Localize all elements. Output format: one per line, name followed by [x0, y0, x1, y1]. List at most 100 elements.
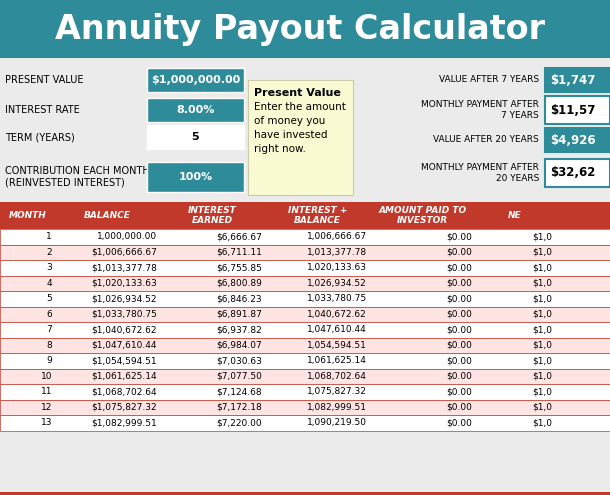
Text: $1,068,702.64: $1,068,702.64	[92, 387, 157, 396]
Text: $6,666.67: $6,666.67	[216, 232, 262, 241]
Text: $1,0: $1,0	[532, 325, 552, 334]
Text: MONTHLY PAYMENT AFTER
7 YEARS: MONTHLY PAYMENT AFTER 7 YEARS	[421, 100, 539, 120]
Text: INTEREST
EARNED: INTEREST EARNED	[188, 206, 237, 225]
Text: $1,026,934.52: $1,026,934.52	[92, 294, 157, 303]
Text: MONTHLY PAYMENT AFTER
20 YEARS: MONTHLY PAYMENT AFTER 20 YEARS	[421, 163, 539, 183]
Text: PRESENT VALUE: PRESENT VALUE	[5, 75, 84, 85]
Text: $1,0: $1,0	[532, 418, 552, 427]
Text: TERM (YEARS): TERM (YEARS)	[5, 132, 75, 142]
Bar	[0, 276, 610, 291]
Text: 1,054,594.51: 1,054,594.51	[307, 341, 367, 350]
Text: $0.00: $0.00	[446, 418, 472, 427]
Bar	[147, 98, 244, 122]
Text: 1,040,672.62: 1,040,672.62	[307, 310, 367, 319]
Text: $6,711.11: $6,711.11	[216, 248, 262, 257]
Text: $6,984.07: $6,984.07	[217, 341, 262, 350]
Text: BALANCE: BALANCE	[84, 211, 131, 220]
Text: 8.00%: 8.00%	[176, 105, 215, 115]
Text: $1,0: $1,0	[532, 372, 552, 381]
Text: INTEREST +
BALANCE: INTEREST + BALANCE	[288, 206, 347, 225]
Text: $1,0: $1,0	[532, 341, 552, 350]
Text: $1,0: $1,0	[532, 263, 552, 272]
Text: $1,047,610.44: $1,047,610.44	[92, 341, 157, 350]
Text: 1,090,219.50: 1,090,219.50	[307, 418, 367, 427]
Text: $1,0: $1,0	[532, 356, 552, 365]
Bar	[147, 68, 244, 92]
Text: VALUE AFTER 7 YEARS: VALUE AFTER 7 YEARS	[439, 76, 539, 85]
Text: $1,013,377.78: $1,013,377.78	[91, 263, 157, 272]
Bar	[545, 128, 610, 152]
Bar	[0, 368, 610, 384]
Text: 1,082,999.51: 1,082,999.51	[307, 403, 367, 412]
Text: 1,033,780.75: 1,033,780.75	[307, 294, 367, 303]
Text: $1,0: $1,0	[532, 403, 552, 412]
Text: $1,020,133.63: $1,020,133.63	[92, 279, 157, 288]
Text: CONTRIBUTION EACH MONTH
(REINVESTED INTEREST): CONTRIBUTION EACH MONTH (REINVESTED INTE…	[5, 166, 149, 188]
Bar	[0, 0, 610, 58]
Text: 12: 12	[41, 403, 52, 412]
Text: $6,891.87: $6,891.87	[216, 310, 262, 319]
Text: $1,747: $1,747	[550, 73, 595, 87]
Text: 5: 5	[192, 132, 199, 142]
Bar	[545, 159, 610, 187]
Bar	[0, 338, 610, 353]
Text: $0.00: $0.00	[446, 279, 472, 288]
Text: $0.00: $0.00	[446, 387, 472, 396]
Text: 7: 7	[46, 325, 52, 334]
Bar	[0, 245, 610, 260]
Text: 1,047,610.44: 1,047,610.44	[307, 325, 367, 334]
Text: INTEREST RATE: INTEREST RATE	[5, 105, 80, 115]
Text: $7,172.18: $7,172.18	[217, 403, 262, 412]
Text: VALUE AFTER 20 YEARS: VALUE AFTER 20 YEARS	[433, 136, 539, 145]
Text: 1: 1	[46, 232, 52, 241]
Text: $32,62: $32,62	[550, 166, 595, 180]
Bar	[248, 80, 353, 195]
Bar	[0, 260, 610, 276]
Bar	[0, 229, 610, 245]
Bar	[0, 415, 610, 431]
Text: MONTH: MONTH	[9, 211, 46, 220]
Text: 13: 13	[40, 418, 52, 427]
Text: $6,937.82: $6,937.82	[217, 325, 262, 334]
Text: $0.00: $0.00	[446, 372, 472, 381]
Text: $1,000,000.00: $1,000,000.00	[151, 75, 240, 85]
Text: $1,0: $1,0	[532, 279, 552, 288]
Text: 4: 4	[46, 279, 52, 288]
Text: $1,0: $1,0	[532, 310, 552, 319]
Text: $1,0: $1,0	[532, 294, 552, 303]
Bar	[0, 306, 610, 322]
Text: $0.00: $0.00	[446, 341, 472, 350]
Text: 1,020,133.63: 1,020,133.63	[307, 263, 367, 272]
Text: $0.00: $0.00	[446, 310, 472, 319]
Bar	[545, 96, 610, 124]
Text: 1,075,827.32: 1,075,827.32	[307, 387, 367, 396]
Bar	[545, 68, 610, 92]
Text: $1,082,999.51: $1,082,999.51	[92, 418, 157, 427]
Text: Present Value: Present Value	[254, 88, 341, 98]
Bar	[0, 202, 610, 229]
Text: $0.00: $0.00	[446, 356, 472, 365]
Text: $0.00: $0.00	[446, 294, 472, 303]
Text: $7,124.68: $7,124.68	[217, 387, 262, 396]
Text: 11: 11	[40, 387, 52, 396]
Text: $7,077.50: $7,077.50	[216, 372, 262, 381]
Text: $1,033,780.75: $1,033,780.75	[91, 310, 157, 319]
Text: 6: 6	[46, 310, 52, 319]
Text: $0.00: $0.00	[446, 248, 472, 257]
Text: 100%: 100%	[179, 172, 212, 182]
Text: $6,846.23: $6,846.23	[217, 294, 262, 303]
Text: $1,0: $1,0	[532, 232, 552, 241]
Text: $7,030.63: $7,030.63	[216, 356, 262, 365]
Text: $1,006,666.67: $1,006,666.67	[91, 248, 157, 257]
Text: $7,220.00: $7,220.00	[217, 418, 262, 427]
Text: $1,040,672.62: $1,040,672.62	[92, 325, 157, 334]
Text: 10: 10	[40, 372, 52, 381]
Text: $0.00: $0.00	[446, 403, 472, 412]
Text: NE: NE	[508, 211, 522, 220]
Text: AMOUNT PAID TO
INVESTOR: AMOUNT PAID TO INVESTOR	[378, 206, 467, 225]
Text: 1,013,377.78: 1,013,377.78	[307, 248, 367, 257]
Text: 1,000,000.00: 1,000,000.00	[97, 232, 157, 241]
Text: 8: 8	[46, 341, 52, 350]
Bar	[147, 125, 244, 149]
Bar	[0, 291, 610, 306]
